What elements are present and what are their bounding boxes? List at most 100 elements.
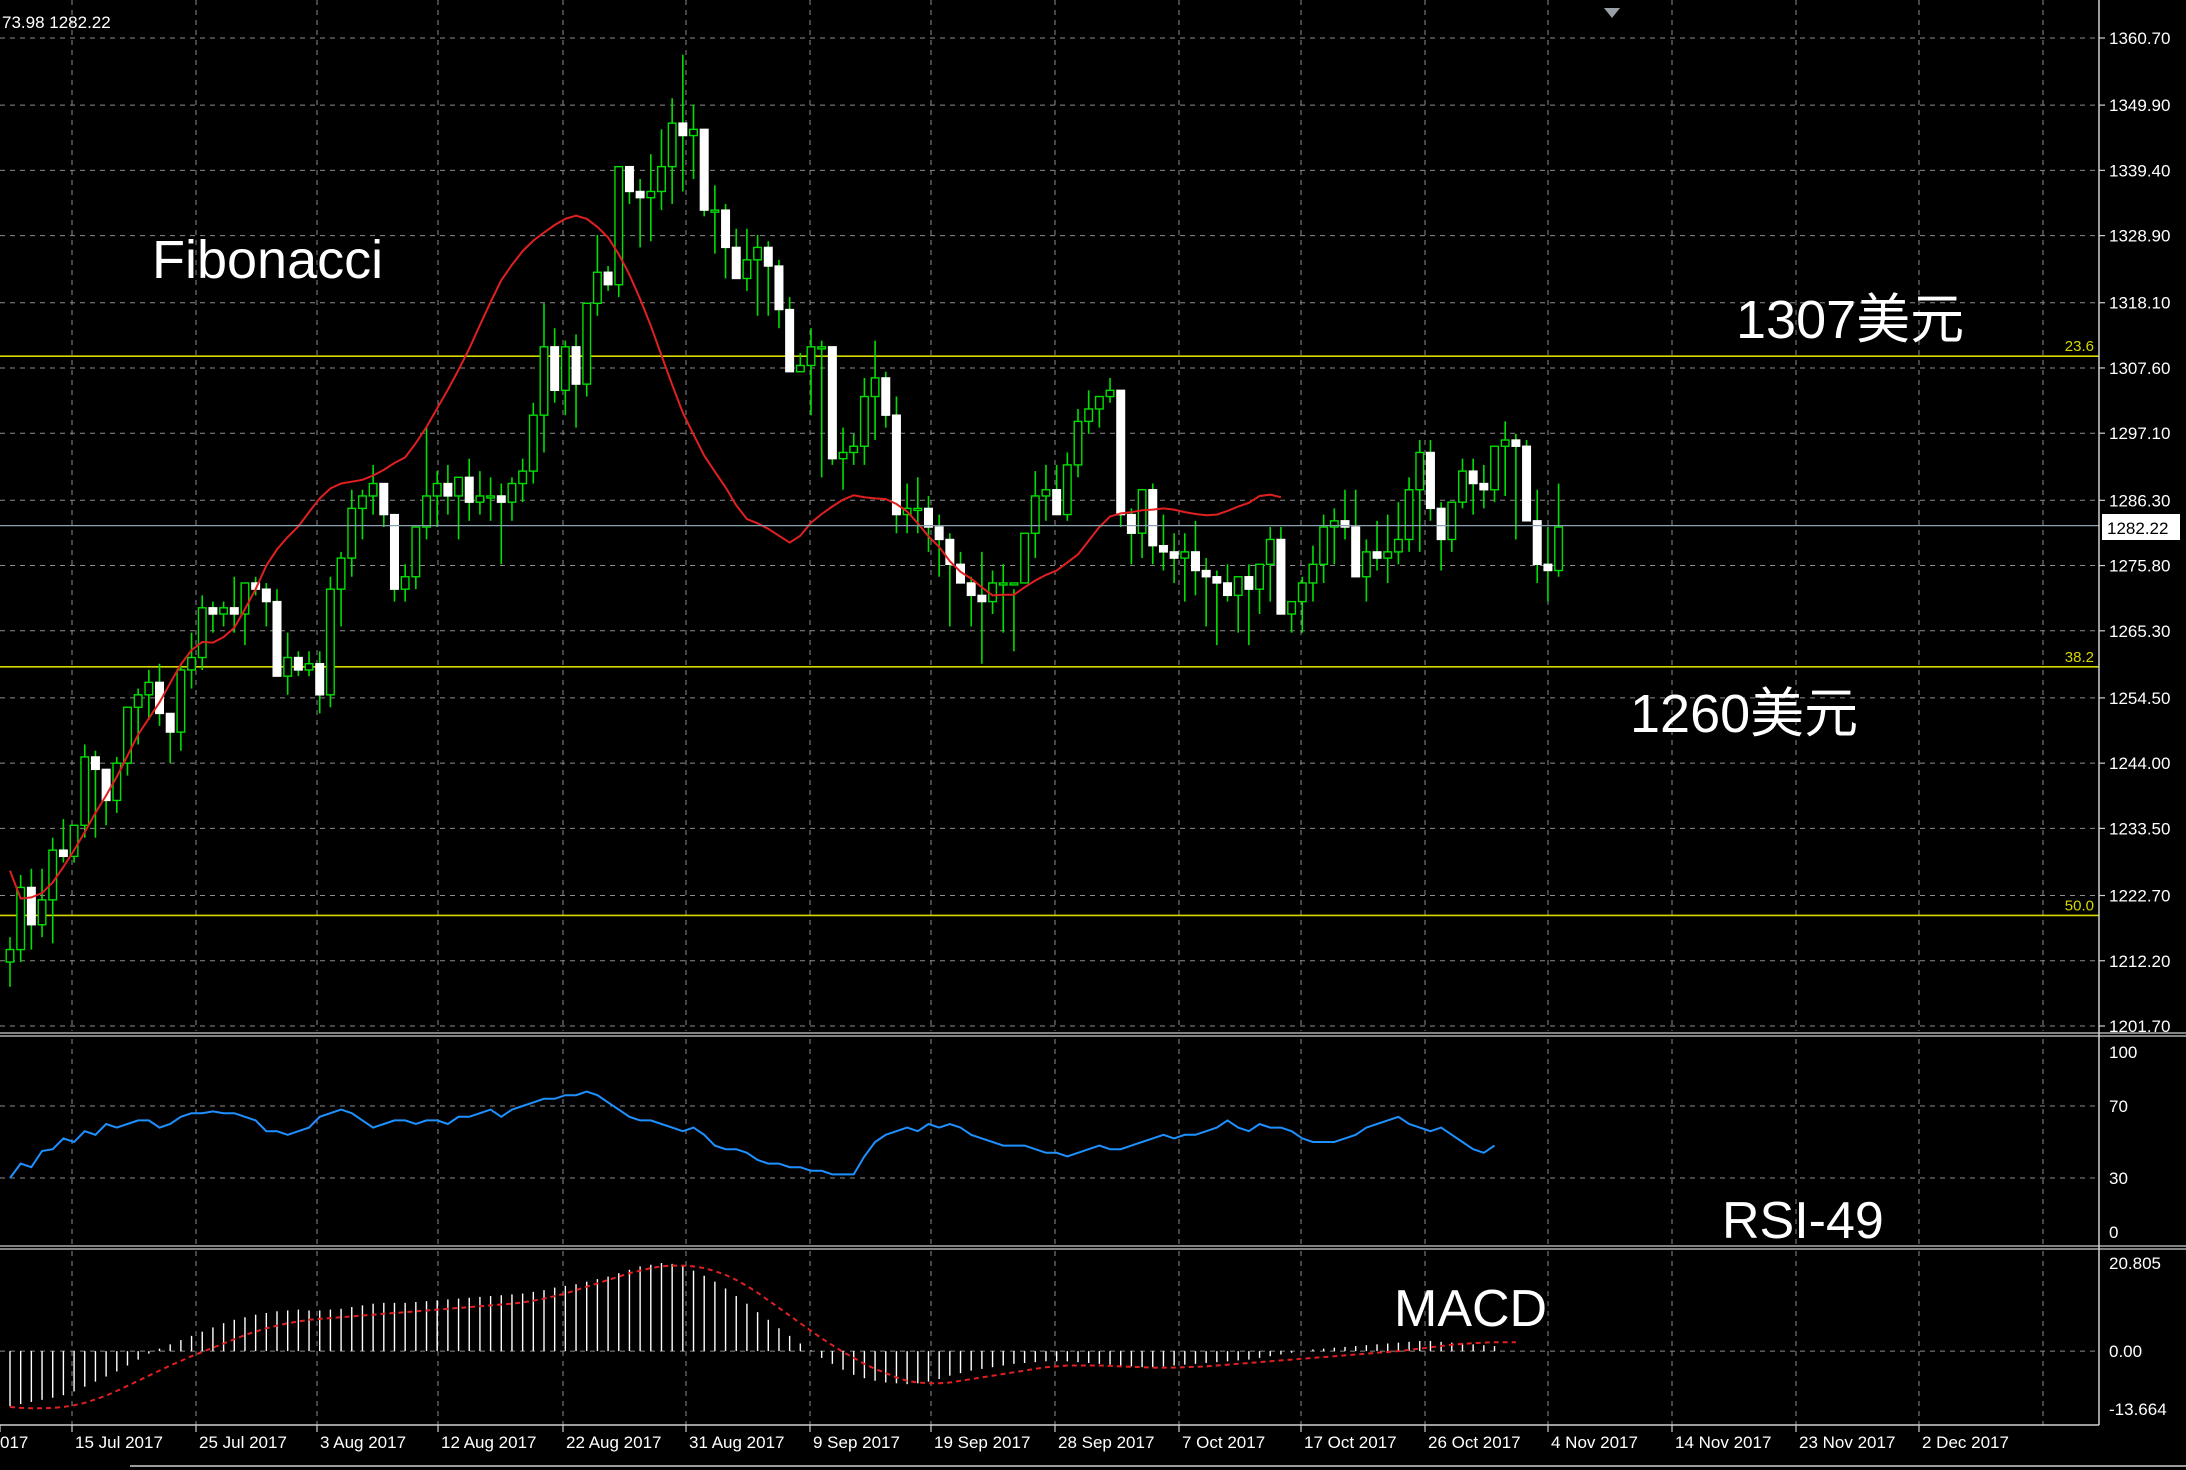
candle-body	[454, 476, 464, 497]
candle-body	[1020, 532, 1030, 584]
price-tick-label: 1318.10	[2109, 294, 2170, 313]
price-tick-label: 1360.70	[2109, 29, 2170, 48]
price-tick-label: 1328.90	[2109, 227, 2170, 246]
candle-body	[357, 495, 367, 510]
candle-body	[1425, 451, 1435, 510]
candle-body	[165, 712, 175, 733]
candle-body	[592, 271, 602, 305]
rsi-tick-label: 70	[2109, 1097, 2128, 1116]
candle-body	[1201, 569, 1211, 578]
candle-body	[144, 681, 154, 696]
candle-body	[817, 346, 827, 350]
candle-body	[966, 582, 976, 597]
candle-body	[1126, 513, 1136, 534]
price-tick-label: 1286.30	[2109, 491, 2170, 510]
candle-body	[806, 346, 816, 367]
candle-body	[1244, 576, 1254, 590]
candle-body	[1148, 489, 1158, 547]
candle-body	[283, 656, 293, 677]
candle-body	[411, 526, 421, 578]
macd-label: MACD	[1394, 1280, 1547, 1338]
candle-body	[998, 582, 1008, 586]
candle-body	[1447, 501, 1457, 541]
candle-body	[539, 346, 549, 416]
macd-tick-label: -13.664	[2109, 1400, 2167, 1419]
fib-level-label: 38.2	[2065, 649, 2094, 666]
date-tick-label: 9 Sep 2017	[813, 1433, 900, 1452]
candle-body	[422, 495, 432, 528]
candle-body	[689, 128, 699, 137]
price-tick-label: 1275.80	[2109, 557, 2170, 576]
rsi-label: RSI-49	[1722, 1192, 1884, 1250]
price-tick-label: 1297.10	[2109, 424, 2170, 443]
candle-body	[795, 364, 805, 373]
candle-body	[1351, 526, 1361, 578]
candle-body	[1030, 495, 1040, 534]
candle-body	[881, 377, 891, 416]
candle-body	[261, 588, 271, 603]
candle-body	[603, 271, 613, 286]
candle-body	[646, 190, 656, 199]
candle-body	[838, 451, 848, 460]
candle-body	[870, 377, 880, 398]
candle-body	[635, 190, 645, 199]
candle-body	[1094, 395, 1104, 410]
candle-body	[187, 656, 197, 671]
candle-body	[1532, 520, 1542, 566]
rsi-tick-label: 30	[2109, 1169, 2128, 1188]
candle-body	[325, 588, 335, 696]
current-price-label: 1282.22	[2107, 519, 2168, 538]
candle-body	[1308, 563, 1318, 584]
candle-body	[1543, 563, 1553, 572]
candle-body	[240, 582, 250, 615]
level-1260-label: 1260美元	[1630, 684, 1858, 744]
candle-body	[496, 495, 506, 503]
price-tick-label: 1307.60	[2109, 359, 2170, 378]
price-tick-label: 1201.70	[2109, 1017, 2170, 1036]
candle-body	[293, 656, 303, 671]
date-tick-label: 31 Aug 2017	[689, 1433, 784, 1452]
candle-body	[774, 265, 784, 311]
candle-body	[16, 886, 26, 951]
macd-tick-label: 20.805	[2109, 1254, 2161, 1273]
date-ticks: 017 15 Jul 2017 25 Jul 2017 3 Aug 2017 12 Au…	[0, 1425, 2009, 1452]
date-tick-label: 26 Oct 2017	[1428, 1433, 1521, 1452]
candle-body	[368, 482, 378, 497]
candle-body	[219, 607, 229, 615]
candle-body	[977, 594, 987, 603]
rsi-tick-label: 0	[2109, 1223, 2118, 1242]
shift-marker-icon[interactable]	[1604, 8, 1620, 18]
date-tick-label: 4 Nov 2017	[1551, 1433, 1638, 1452]
price-tick-label: 1349.90	[2109, 96, 2170, 115]
date-tick-label: 22 Aug 2017	[566, 1433, 661, 1452]
candle-body	[763, 246, 773, 267]
candle-body	[229, 607, 239, 615]
candle-body	[400, 576, 410, 590]
candle-body	[5, 948, 15, 963]
candle-body	[176, 669, 186, 733]
date-tick-label: 17 Oct 2017	[1304, 1433, 1397, 1452]
candle-body	[849, 445, 859, 454]
candle-body	[1190, 551, 1200, 572]
candle-body	[304, 663, 314, 671]
fib-level-label: 50.0	[2065, 897, 2094, 914]
candle-body	[90, 756, 100, 771]
candle-body	[624, 165, 634, 193]
candle-body	[785, 308, 795, 373]
candle-body	[347, 507, 357, 559]
candle-body	[336, 557, 346, 590]
macd-signal-line	[9, 1264, 1516, 1410]
moving-average-line	[9, 214, 1282, 900]
candle-body	[1158, 544, 1168, 553]
candle-body	[507, 482, 517, 503]
price-ticks: 1360.70 1349.90 1339.40 1328.90 1318.10 1307.…	[2099, 29, 2170, 1419]
candle-body	[486, 495, 496, 499]
candle-body	[827, 346, 837, 460]
candle-body	[1329, 520, 1339, 528]
candle-body	[753, 246, 763, 261]
level-1307-label: 1307美元	[1736, 290, 1964, 350]
rsi-tick-label: 100	[2109, 1043, 2137, 1062]
macd-tick-label: 0.00	[2109, 1342, 2142, 1361]
candle-body	[1052, 489, 1062, 516]
